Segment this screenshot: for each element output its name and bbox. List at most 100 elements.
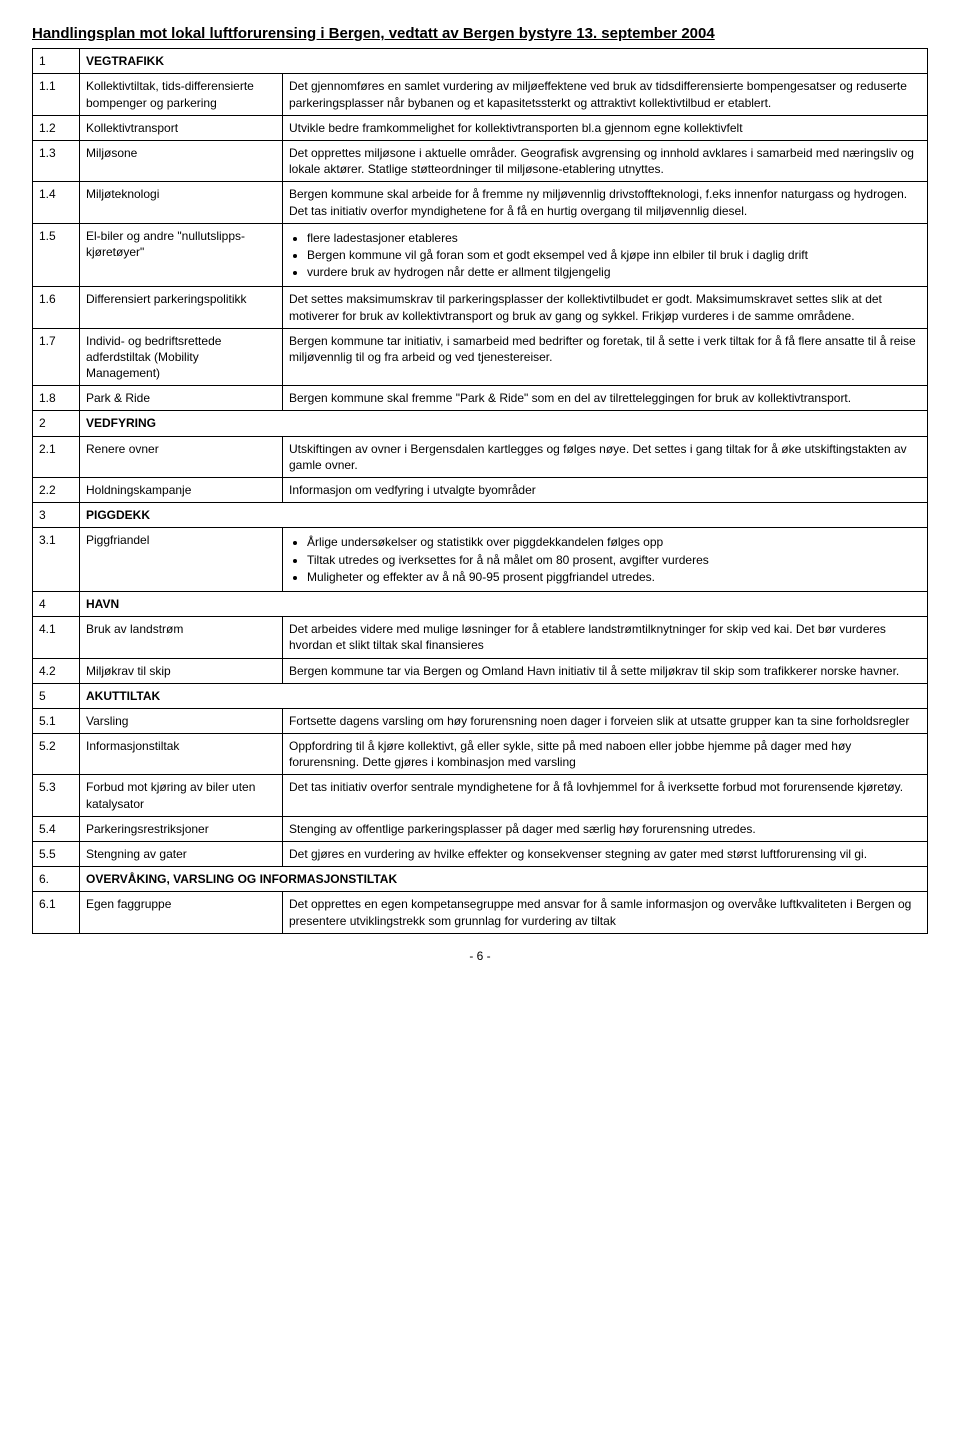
row-name: Holdningskampanje bbox=[80, 478, 283, 503]
row-name: Park & Ride bbox=[80, 386, 283, 411]
section-label: OVERVÅKING, VARSLING OG INFORMASJONSTILT… bbox=[80, 867, 928, 892]
row-name: Piggfriandel bbox=[80, 528, 283, 592]
row-name: El-biler og andre "nullutslipps-kjøretøy… bbox=[80, 223, 283, 287]
row-desc: Det arbeides videre med mulige løsninger… bbox=[283, 617, 928, 658]
row-name: Parkeringsrestriksjoner bbox=[80, 816, 283, 841]
row-num: 1.4 bbox=[33, 182, 80, 223]
section-row: 1 VEGTRAFIKK bbox=[33, 49, 928, 74]
row-num: 1.2 bbox=[33, 115, 80, 140]
section-num: 5 bbox=[33, 683, 80, 708]
section-row: 2 VEDFYRING bbox=[33, 411, 928, 436]
row-name: Miljøsone bbox=[80, 141, 283, 182]
table-row: 1.8 Park & Ride Bergen kommune skal frem… bbox=[33, 386, 928, 411]
row-num: 5.5 bbox=[33, 842, 80, 867]
table-row: 2.2 Holdningskampanje Informasjon om ved… bbox=[33, 478, 928, 503]
row-name: Forbud mot kjøring av biler uten katalys… bbox=[80, 775, 283, 816]
row-desc: Oppfordring til å kjøre kollektivt, gå e… bbox=[283, 734, 928, 775]
row-desc: Det gjøres en vurdering av hvilke effekt… bbox=[283, 842, 928, 867]
table-row: 1.2 Kollektivtransport Utvikle bedre fra… bbox=[33, 115, 928, 140]
table-row: 4.2 Miljøkrav til skip Bergen kommune ta… bbox=[33, 658, 928, 683]
table-row: 5.5 Stengning av gater Det gjøres en vur… bbox=[33, 842, 928, 867]
row-num: 4.1 bbox=[33, 617, 80, 658]
list-item: Tiltak utredes og iverksettes for å nå m… bbox=[307, 552, 921, 568]
table-row: 2.1 Renere ovner Utskiftingen av ovner i… bbox=[33, 436, 928, 477]
row-desc: flere ladestasjoner etableres Bergen kom… bbox=[283, 223, 928, 287]
table-row: 5.4 Parkeringsrestriksjoner Stenging av … bbox=[33, 816, 928, 841]
row-desc: Det gjennomføres en samlet vurdering av … bbox=[283, 74, 928, 115]
row-desc: Informasjon om vedfyring i utvalgte byom… bbox=[283, 478, 928, 503]
row-desc: Det opprettes en egen kompetansegruppe m… bbox=[283, 892, 928, 933]
section-label: PIGGDEKK bbox=[80, 503, 928, 528]
row-desc: Bergen kommune skal fremme "Park & Ride"… bbox=[283, 386, 928, 411]
section-num: 6. bbox=[33, 867, 80, 892]
row-num: 1.5 bbox=[33, 223, 80, 287]
row-num: 4.2 bbox=[33, 658, 80, 683]
row-name: Renere ovner bbox=[80, 436, 283, 477]
section-row: 3 PIGGDEKK bbox=[33, 503, 928, 528]
table-row: 5.3 Forbud mot kjøring av biler uten kat… bbox=[33, 775, 928, 816]
table-row: 4.1 Bruk av landstrøm Det arbeides vider… bbox=[33, 617, 928, 658]
table-row: 5.1 Varsling Fortsette dagens varsling o… bbox=[33, 708, 928, 733]
section-label: VEDFYRING bbox=[80, 411, 928, 436]
row-desc: Det opprettes miljøsone i aktuelle områd… bbox=[283, 141, 928, 182]
list-item: Bergen kommune vil gå foran som et godt … bbox=[307, 247, 921, 263]
row-num: 5.3 bbox=[33, 775, 80, 816]
row-num: 1.3 bbox=[33, 141, 80, 182]
section-num: 3 bbox=[33, 503, 80, 528]
list-item: vurdere bruk av hydrogen når dette er al… bbox=[307, 264, 921, 280]
table-row: 1.4 Miljøteknologi Bergen kommune skal a… bbox=[33, 182, 928, 223]
table-row: 3.1 Piggfriandel Årlige undersøkelser og… bbox=[33, 528, 928, 592]
row-desc: Utskiftingen av ovner i Bergensdalen kar… bbox=[283, 436, 928, 477]
page-title: Handlingsplan mot lokal luftforurensing … bbox=[32, 24, 928, 44]
section-row: 4 HAVN bbox=[33, 591, 928, 616]
list-item: flere ladestasjoner etableres bbox=[307, 230, 921, 246]
row-num: 2.1 bbox=[33, 436, 80, 477]
section-label: HAVN bbox=[80, 591, 928, 616]
bullet-list: Årlige undersøkelser og statistikk over … bbox=[307, 534, 921, 585]
row-name: Bruk av landstrøm bbox=[80, 617, 283, 658]
row-name: Kollektivtransport bbox=[80, 115, 283, 140]
row-desc: Stenging av offentlige parkeringsplasser… bbox=[283, 816, 928, 841]
row-name: Individ- og bedriftsrettede adferdstilta… bbox=[80, 328, 283, 386]
table-row: 1.5 El-biler og andre "nullutslipps-kjør… bbox=[33, 223, 928, 287]
row-num: 5.2 bbox=[33, 734, 80, 775]
row-name: Informasjonstiltak bbox=[80, 734, 283, 775]
row-name: Kollektivtiltak, tids-differensierte bom… bbox=[80, 74, 283, 115]
table-row: 1.6 Differensiert parkeringspolitikk Det… bbox=[33, 287, 928, 328]
row-num: 1.6 bbox=[33, 287, 80, 328]
row-desc: Bergen kommune skal arbeide for å fremme… bbox=[283, 182, 928, 223]
section-row: 6. OVERVÅKING, VARSLING OG INFORMASJONST… bbox=[33, 867, 928, 892]
row-num: 5.4 bbox=[33, 816, 80, 841]
bullet-list: flere ladestasjoner etableres Bergen kom… bbox=[307, 230, 921, 281]
row-name: Miljøkrav til skip bbox=[80, 658, 283, 683]
row-name: Varsling bbox=[80, 708, 283, 733]
section-num: 2 bbox=[33, 411, 80, 436]
section-num: 4 bbox=[33, 591, 80, 616]
table-row: 6.1 Egen faggruppe Det opprettes en egen… bbox=[33, 892, 928, 933]
row-name: Miljøteknologi bbox=[80, 182, 283, 223]
row-name: Differensiert parkeringspolitikk bbox=[80, 287, 283, 328]
row-name: Egen faggruppe bbox=[80, 892, 283, 933]
page-number: - 6 - bbox=[32, 948, 928, 964]
table-row: 1.1 Kollektivtiltak, tids-differensierte… bbox=[33, 74, 928, 115]
row-desc: Det tas initiativ overfor sentrale myndi… bbox=[283, 775, 928, 816]
row-num: 1.7 bbox=[33, 328, 80, 386]
row-num: 5.1 bbox=[33, 708, 80, 733]
list-item: Muligheter og effekter av å nå 90-95 pro… bbox=[307, 569, 921, 585]
row-name: Stengning av gater bbox=[80, 842, 283, 867]
row-num: 6.1 bbox=[33, 892, 80, 933]
measures-table: 1 VEGTRAFIKK 1.1 Kollektivtiltak, tids-d… bbox=[32, 48, 928, 934]
row-desc: Fortsette dagens varsling om høy foruren… bbox=[283, 708, 928, 733]
row-num: 2.2 bbox=[33, 478, 80, 503]
row-desc: Det settes maksimumskrav til parkeringsp… bbox=[283, 287, 928, 328]
row-desc: Utvikle bedre framkommelighet for kollek… bbox=[283, 115, 928, 140]
table-row: 1.7 Individ- og bedriftsrettede adferdst… bbox=[33, 328, 928, 386]
row-desc: Bergen kommune tar via Bergen og Omland … bbox=[283, 658, 928, 683]
table-row: 1.3 Miljøsone Det opprettes miljøsone i … bbox=[33, 141, 928, 182]
section-num: 1 bbox=[33, 49, 80, 74]
table-row: 5.2 Informasjonstiltak Oppfordring til å… bbox=[33, 734, 928, 775]
list-item: Årlige undersøkelser og statistikk over … bbox=[307, 534, 921, 550]
row-desc: Bergen kommune tar initiativ, i samarbei… bbox=[283, 328, 928, 386]
row-num: 1.1 bbox=[33, 74, 80, 115]
section-row: 5 AKUTTILTAK bbox=[33, 683, 928, 708]
